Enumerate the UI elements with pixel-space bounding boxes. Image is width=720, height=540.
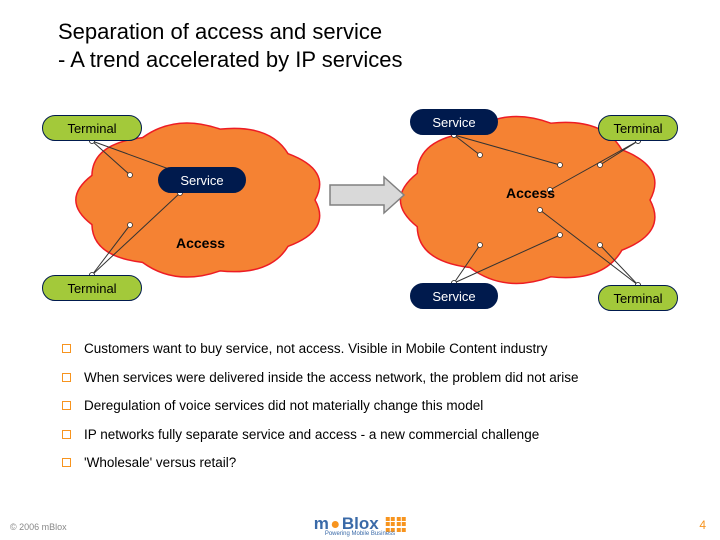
logo-grid-icon xyxy=(386,517,407,532)
access-label: Access xyxy=(506,185,555,201)
service-label: Service xyxy=(432,289,475,304)
service-label: Service xyxy=(432,115,475,130)
footer-copyright: © 2006 mBlox xyxy=(10,522,67,532)
terminal-label: Terminal xyxy=(67,281,116,296)
terminal-pill: Terminal xyxy=(598,115,678,141)
page-number: 4 xyxy=(699,518,706,532)
footer-logo: m Blox Powering Mobile Business xyxy=(314,514,406,534)
terminal-label: Terminal xyxy=(613,291,662,306)
access-label: Access xyxy=(176,235,225,251)
bullet-item: When services were delivered inside the … xyxy=(62,369,672,387)
service-pill: Service xyxy=(410,109,498,135)
terminal-pill: Terminal xyxy=(42,115,142,141)
logo-dot-icon xyxy=(332,521,339,528)
bullet-item: 'Wholesale' versus retail? xyxy=(62,454,672,472)
title-line-1: Separation of access and service xyxy=(58,18,402,46)
terminal-label: Terminal xyxy=(67,121,116,136)
bullet-list: Customers want to buy service, not acces… xyxy=(62,340,672,483)
terminal-label: Terminal xyxy=(613,121,662,136)
bullet-item: Customers want to buy service, not acces… xyxy=(62,340,672,358)
diagram-area: Terminal Terminal Service Access Termina… xyxy=(40,95,680,315)
terminal-pill: Terminal xyxy=(42,275,142,301)
slide: Separation of access and service - A tre… xyxy=(0,0,720,540)
bullet-item: IP networks fully separate service and a… xyxy=(62,426,672,444)
service-pill: Service xyxy=(410,283,498,309)
terminal-pill: Terminal xyxy=(598,285,678,311)
service-label: Service xyxy=(180,173,223,188)
logo-tagline: Powering Mobile Business xyxy=(325,531,395,537)
title-line-2: - A trend accelerated by IP services xyxy=(58,46,402,74)
bullet-item: Deregulation of voice services did not m… xyxy=(62,397,672,415)
slide-title: Separation of access and service - A tre… xyxy=(58,18,402,73)
service-pill: Service xyxy=(158,167,246,193)
